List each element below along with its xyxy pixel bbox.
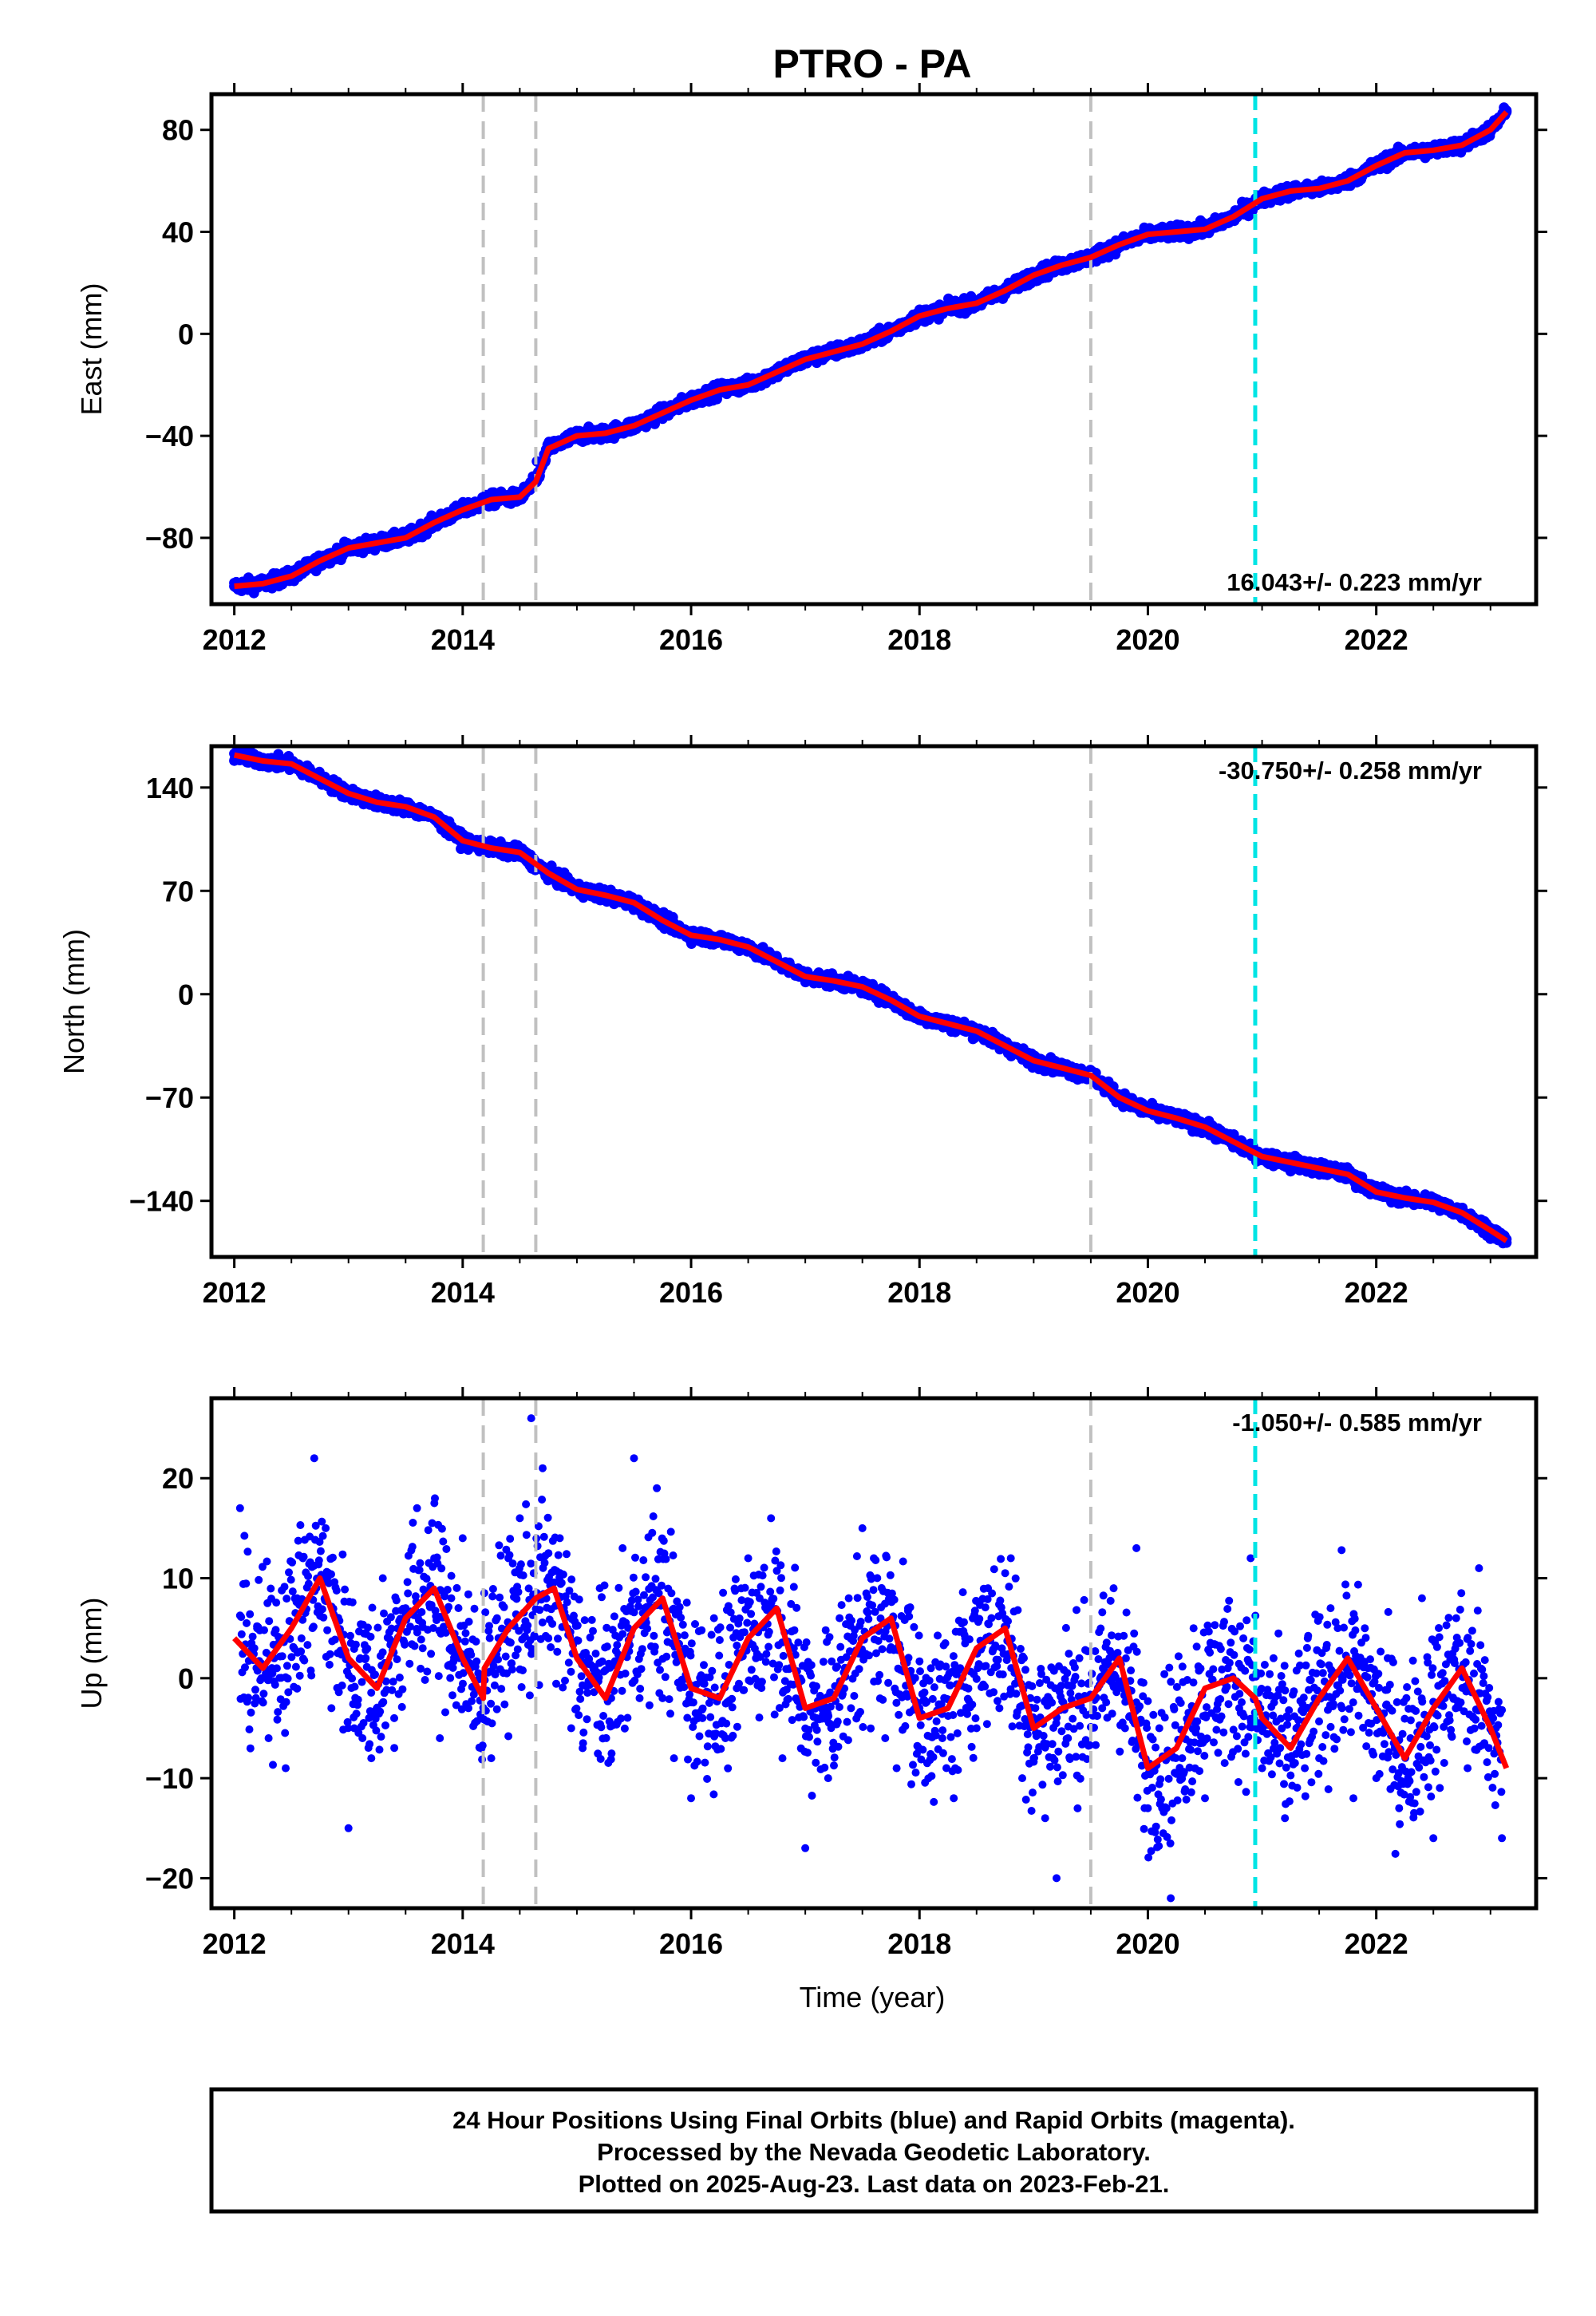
- figure-title: PTRO - PA: [772, 41, 971, 86]
- east-panel: 2012 2014 2016 2018 2020 2022 −80 −40 0 40 80 East …: [75, 83, 1547, 656]
- east-rate-label: 16.043+/- 0.223 mm/yr: [1227, 568, 1482, 596]
- east-y-tick-label: 80: [162, 114, 194, 147]
- east-y-tick-label: −80: [145, 522, 194, 555]
- east-y-axis-label: East (mm): [75, 283, 108, 416]
- east-x-tick-label: 2020: [1116, 623, 1179, 656]
- east-y-tick-label: −40: [145, 420, 194, 453]
- east-x-tick-label: 2016: [659, 623, 723, 656]
- north-panel: 2012 2014 2016 2018 2020 2022−140−70070140Nor…: [57, 735, 1547, 1309]
- east-x-tick-label: 2012: [203, 623, 267, 656]
- east-x-tick-label: 2014: [431, 623, 495, 656]
- east-y-tick-label: 40: [162, 216, 194, 249]
- east-x-tick-label: 2018: [887, 623, 951, 656]
- east-x-tick-label: 2022: [1345, 623, 1408, 656]
- east-y-tick-label: 0: [178, 318, 194, 350]
